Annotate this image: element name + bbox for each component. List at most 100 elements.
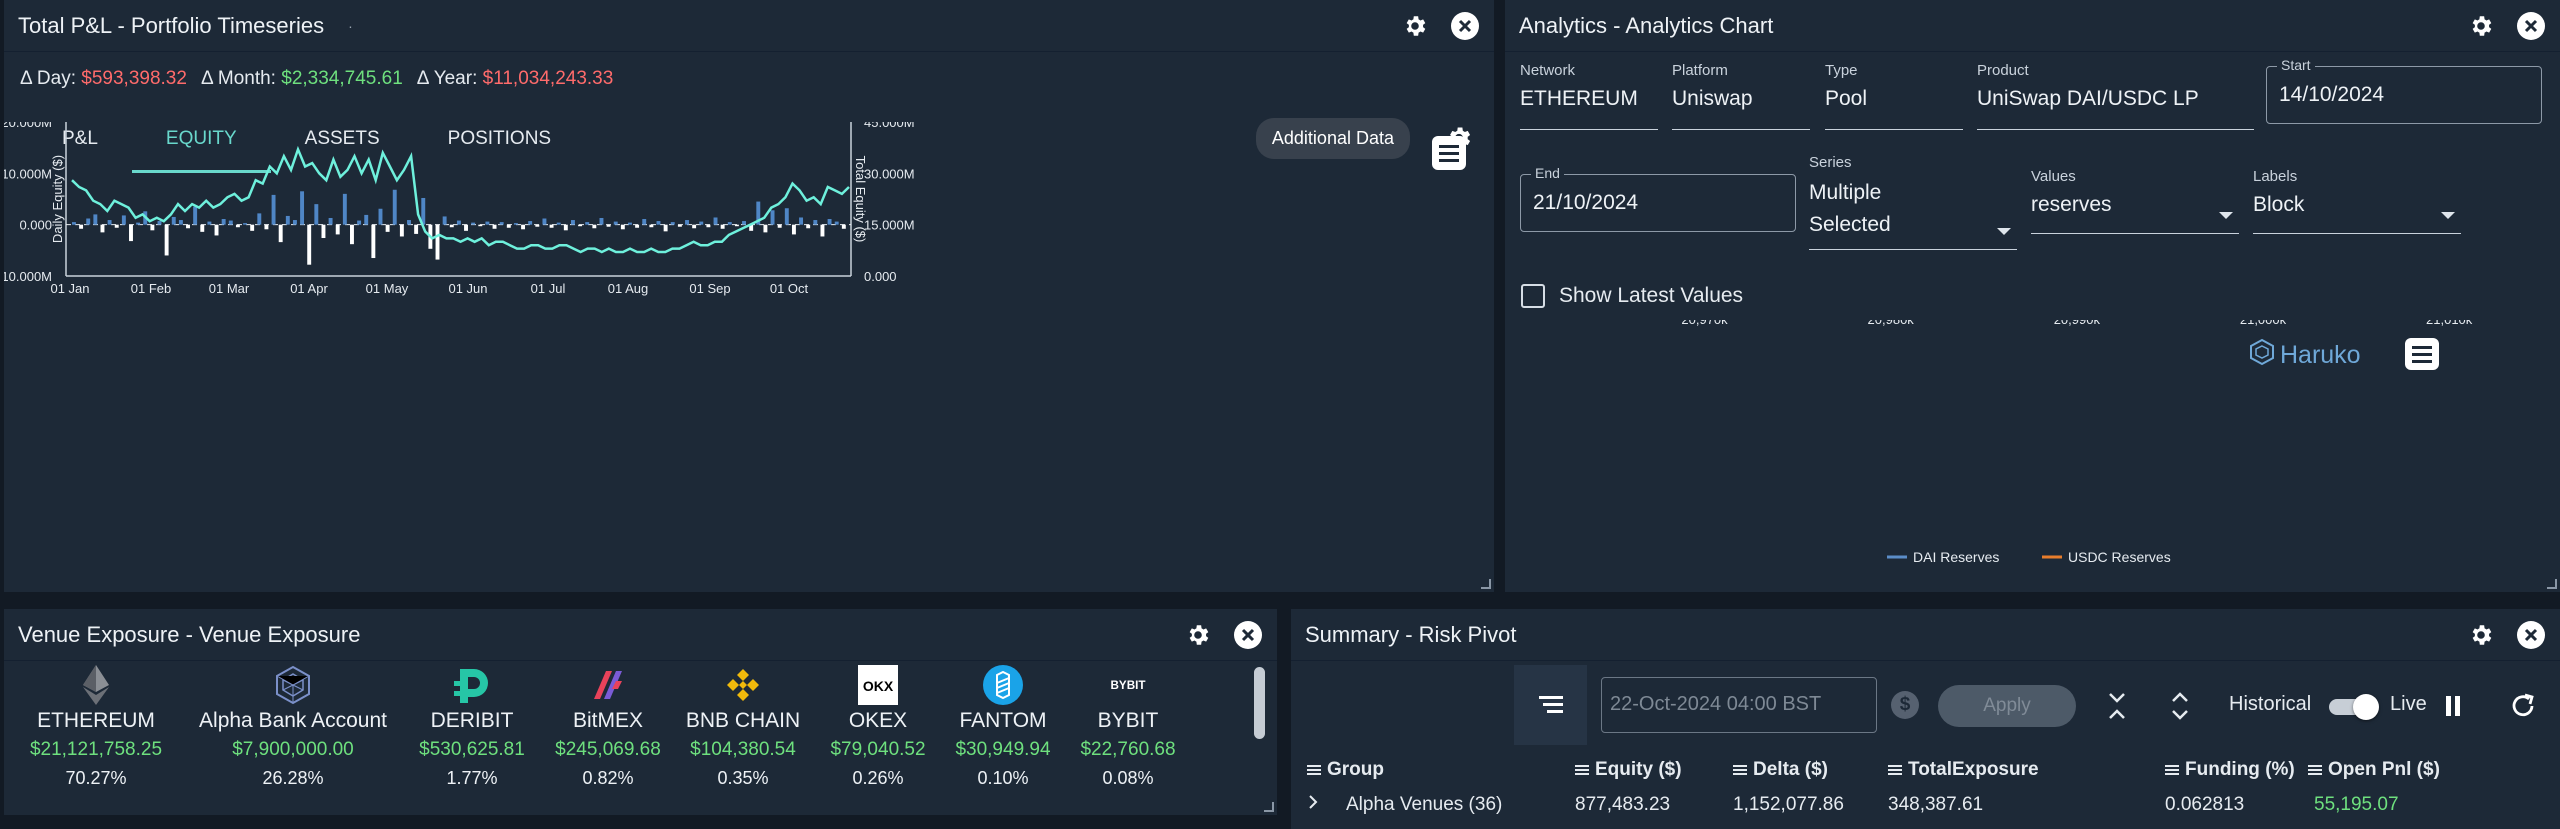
daily-equity-bar [471,222,476,225]
x-tick-label: 20,980k [1868,320,1915,327]
tab-bar: P&L EQUITY ASSETS POSITIONS [28,106,585,173]
resize-handle[interactable] [1264,802,1274,812]
venue-item-deribit[interactable]: DERIBIT $530,625.81 1.77% [398,665,546,789]
expand-all-icon[interactable] [2165,691,2195,721]
close-icon[interactable] [1450,11,1480,41]
gear-icon[interactable] [2466,11,2496,41]
additional-data-button[interactable]: Additional Data [1255,118,1410,159]
network-field[interactable]: Network ETHEREUM [1520,62,1658,130]
platform-field[interactable]: Platform Uniswap [1672,62,1810,130]
collapse-all-icon[interactable] [2102,691,2132,721]
daily-equity-bar [335,224,340,235]
end-date-field[interactable]: End 21/10/2024 [1520,165,1796,232]
historical-live-toggle[interactable] [2329,694,2379,720]
daily-equity-bar [692,224,697,229]
daily-equity-bar [542,218,547,225]
x-tick-label: 01 Aug [608,281,649,296]
chart-menu-icon[interactable] [1432,136,1466,170]
svg-text:BYBIT: BYBIT [1111,679,1146,692]
y-tick-label: 20.000M [4,122,52,130]
cell-equity: 877,483.23 [1575,794,1671,815]
legend-label[interactable]: USDC Reserves [2068,549,2171,565]
daily-equity-bar [357,220,362,225]
chart-menu-icon[interactable] [2405,338,2439,370]
daily-equity-bar [456,220,461,225]
tab-assets[interactable]: ASSETS [304,128,380,149]
y2-tick-label: 30.000M [864,166,915,181]
x-tick-label: 01 Jun [448,281,487,296]
refresh-icon[interactable] [2508,691,2538,721]
venue-item-ethereum[interactable]: ETHEREUM $21,121,758.25 70.27% [4,665,188,789]
panel-title: Total P&L - Portfolio Timeseries [18,12,325,38]
tab-equity[interactable]: EQUITY [131,106,271,173]
show-latest-values-checkbox[interactable]: Show Latest Values [1521,284,1743,308]
series-select[interactable]: Series Multiple Selected [1809,154,2017,250]
pause-icon[interactable] [2438,691,2468,721]
venue-item-okex[interactable]: OKX OKEX $79,040.52 0.26% [816,665,940,789]
y2-tick-label: 15.000M [864,218,915,233]
daily-equity-bar [649,224,654,228]
daily-equity-bar [628,222,632,225]
as-of-date-input[interactable]: 22-Oct-2024 04:00 BST [1601,677,1877,733]
y-axis-title: Daily Equity ($) [50,155,65,243]
daily-equity-bar [300,191,305,225]
cell-open-pnl: 55,195.07 [2314,794,2399,815]
close-icon[interactable] [2516,11,2546,41]
panel-header: Venue Exposure - Venue Exposure [4,609,1277,661]
daily-equity-bar [314,204,319,225]
pivot-menu-button[interactable] [1514,665,1587,745]
okex-icon: OKX [858,665,898,705]
checkbox-label: Show Latest Values [1559,284,1744,307]
cell-group: Alpha Venues (36) [1346,794,1503,815]
venue-item-alpha-bank[interactable]: Alpha Bank Account $7,900,000.00 26.28% [188,665,398,789]
venue-item-bybit[interactable]: BYBIT BYBIT $22,760.68 0.08% [1066,665,1190,789]
expand-row-chevron-icon[interactable] [1307,794,1319,816]
gear-icon[interactable] [1400,11,1430,41]
daily-equity-bar [79,224,84,229]
scrollbar-thumb[interactable] [1254,667,1265,739]
resize-handle[interactable] [1481,579,1491,589]
type-field[interactable]: Type Pool [1825,62,1963,130]
checkbox-box[interactable] [1521,284,1545,308]
tab-positions[interactable]: POSITIONS [447,128,552,149]
analytics-panel: Analytics - Analytics Chart Network ETHE… [1505,0,2560,592]
daily-equity-bar [563,224,568,231]
values-select[interactable]: Values reserves [2031,168,2239,234]
tab-pnl[interactable]: P&L [62,128,98,149]
daily-equity-bar [136,222,141,225]
column-header-funding[interactable]: Funding (%) [2165,759,2295,781]
daily-equity-bar [164,224,169,256]
column-header-group[interactable]: Group [1307,759,1384,781]
gear-icon[interactable] [1183,620,1213,650]
resize-handle[interactable] [2547,579,2557,589]
product-field[interactable]: Product UniSwap DAI/USDC LP [1977,62,2254,130]
column-header-open-pnl[interactable]: Open Pnl ($) [2308,759,2440,781]
cell-delta: 1,152,077.86 [1733,794,1844,815]
gear-icon[interactable] [2466,620,2496,650]
column-header-equity[interactable]: Equity ($) [1575,759,1682,781]
daily-equity-bar [235,224,240,228]
daily-equity-bar [670,222,675,225]
currency-dollar-icon[interactable]: $ [1891,691,1919,719]
risk-pivot-panel: Summary - Risk Pivot 22-Oct-2024 04:00 B… [1291,609,2560,829]
venue-item-bitmex[interactable]: BitMEX $245,069.68 0.82% [546,665,670,789]
x-tick-label: 01 Apr [290,281,328,296]
daily-equity-bar [513,223,518,225]
close-icon[interactable] [1233,620,1263,650]
daily-equity-bar [585,222,590,225]
venue-item-bnb-chain[interactable]: BNB CHAIN $104,380.54 0.35% [670,665,816,789]
legend-label[interactable]: DAI Reserves [1913,549,1999,565]
apply-button[interactable]: Apply [1938,685,2076,727]
column-header-delta[interactable]: Delta ($) [1733,759,1828,781]
x-tick-label: 20,990k [2054,320,2101,327]
daily-equity-bar [677,224,682,227]
chevron-down-icon [1997,228,2011,235]
daily-equity-bar [521,224,526,230]
panel-header: Total P&L - Portfolio Timeseries · [4,0,1494,52]
close-icon[interactable] [2516,620,2546,650]
labels-select[interactable]: Labels Block [2253,168,2461,234]
start-date-field[interactable]: Start 14/10/2024 [2266,57,2542,124]
venue-item-fantom[interactable]: FANTOM $30,949.94 0.10% [940,665,1066,789]
column-header-total-exposure[interactable]: TotalExposure [1888,759,2039,781]
daily-equity-bar [364,214,369,225]
